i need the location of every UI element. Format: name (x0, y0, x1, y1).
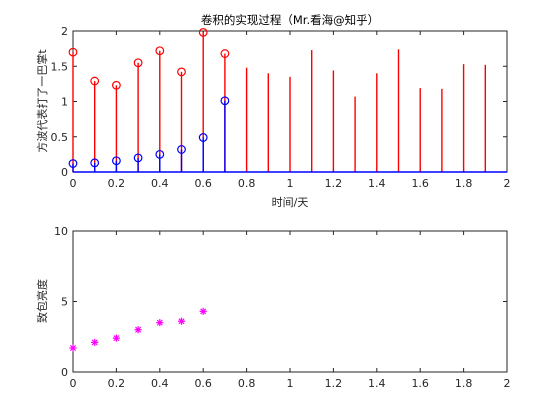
asterisk-stroke (69, 345, 77, 352)
bottom-x-tick-label: 0 (70, 377, 77, 390)
bottom-x-tick-label: 0.4 (151, 377, 169, 390)
bottom-scatter-point (177, 317, 186, 325)
top-stem-marker (177, 67, 186, 77)
top-x-tick-label: 1.6 (411, 177, 429, 190)
top-x-tick-label: 0.4 (151, 177, 169, 190)
top-x-tick-label: 0.8 (238, 177, 256, 190)
bottom-scatter-point (134, 326, 142, 334)
top-y-axis-label: 方波代表打了一巴掌t (35, 49, 49, 153)
bottom-scatter-point (199, 307, 207, 315)
top-stem-marker (155, 149, 165, 159)
top-y-tick-label: 1.5 (51, 60, 69, 73)
top-stem-marker (155, 46, 165, 56)
bottom-axis-ticks: 0 0.2 0.4 0.6 0.8 1 1.2 1.4 1.6 1.8 2 0 5 10 (54, 225, 511, 390)
top-x-tick-label: 0.6 (194, 177, 212, 190)
asterisk-stroke (200, 308, 207, 315)
top-y-tick-label: 0.5 (51, 131, 69, 144)
asterisk-stroke (178, 318, 185, 325)
top-x-tick-label: 1.2 (325, 177, 343, 190)
bottom-scatter-point (156, 319, 164, 327)
top-stem-marker (198, 28, 208, 37)
bottom-x-tick-label: 1.4 (368, 377, 386, 390)
top-axes: 卷积的实现过程（Mr.看海@知乎） 时间/天 方波代表打了一巴掌t 0 0.2 0.… (35, 13, 511, 209)
asterisk-stroke (113, 335, 120, 342)
bottom-scatter-point (91, 338, 99, 346)
top-stem-marker (198, 133, 208, 142)
bottom-plot-marks (69, 307, 207, 352)
top-y-tick-label: 0 (61, 166, 68, 179)
top-stem-marker (220, 96, 230, 106)
bottom-x-tick-label: 0.6 (194, 377, 212, 390)
asterisk-stroke (135, 326, 142, 333)
top-x-tick-label: 1.4 (368, 177, 386, 190)
bottom-y-tick-label: 5 (61, 296, 68, 309)
top-x-tick-label: 2 (504, 177, 511, 190)
top-x-tick-label: 0.2 (108, 177, 126, 190)
top-stem-marker (111, 156, 121, 166)
asterisk-stroke (156, 319, 163, 326)
top-y-tick-label: 1 (61, 96, 68, 109)
bottom-axes: 致包亮度 0 0.2 0.4 0.6 0.8 1 1.2 1.4 1.6 1.8 2 0 5 10 (35, 225, 511, 390)
top-chart-title: 卷积的实现过程（Mr.看海@知乎） (201, 13, 379, 27)
asterisk-stroke (91, 339, 98, 346)
top-stem-marker (133, 58, 143, 68)
bottom-x-tick-label: 1.2 (325, 377, 343, 390)
top-x-tick-label: 1.8 (455, 177, 473, 190)
top-x-tick-label: 0 (70, 177, 77, 190)
top-stem-marker (177, 145, 186, 154)
top-stem-marker (90, 158, 100, 168)
bottom-y-axis-label: 致包亮度 (35, 279, 49, 323)
bottom-x-tick-label: 0.2 (108, 377, 126, 390)
bottom-x-tick-label: 1.8 (455, 377, 473, 390)
top-stem-marker (90, 76, 100, 86)
top-stem-marker (133, 153, 143, 163)
top-y-tick-label: 2 (61, 25, 68, 38)
top-stem-marker (68, 159, 78, 168)
bottom-x-tick-label: 1.6 (411, 377, 429, 390)
bottom-y-tick-label: 10 (54, 225, 68, 238)
bottom-scatter-point (112, 334, 120, 342)
bottom-x-tick-label: 0.8 (238, 377, 256, 390)
top-x-tick-label: 1 (287, 177, 294, 190)
bottom-x-tick-label: 1 (287, 377, 294, 390)
bottom-x-tick-label: 2 (504, 377, 511, 390)
top-stem-marker (68, 47, 78, 57)
bottom-y-tick-label: 0 (61, 366, 68, 379)
top-x-axis-label: 时间/天 (272, 196, 309, 209)
top-stem-marker (220, 49, 230, 58)
top-plot-marks (68, 28, 507, 173)
bottom-scatter-point (69, 344, 77, 352)
top-stem-marker (111, 80, 121, 90)
